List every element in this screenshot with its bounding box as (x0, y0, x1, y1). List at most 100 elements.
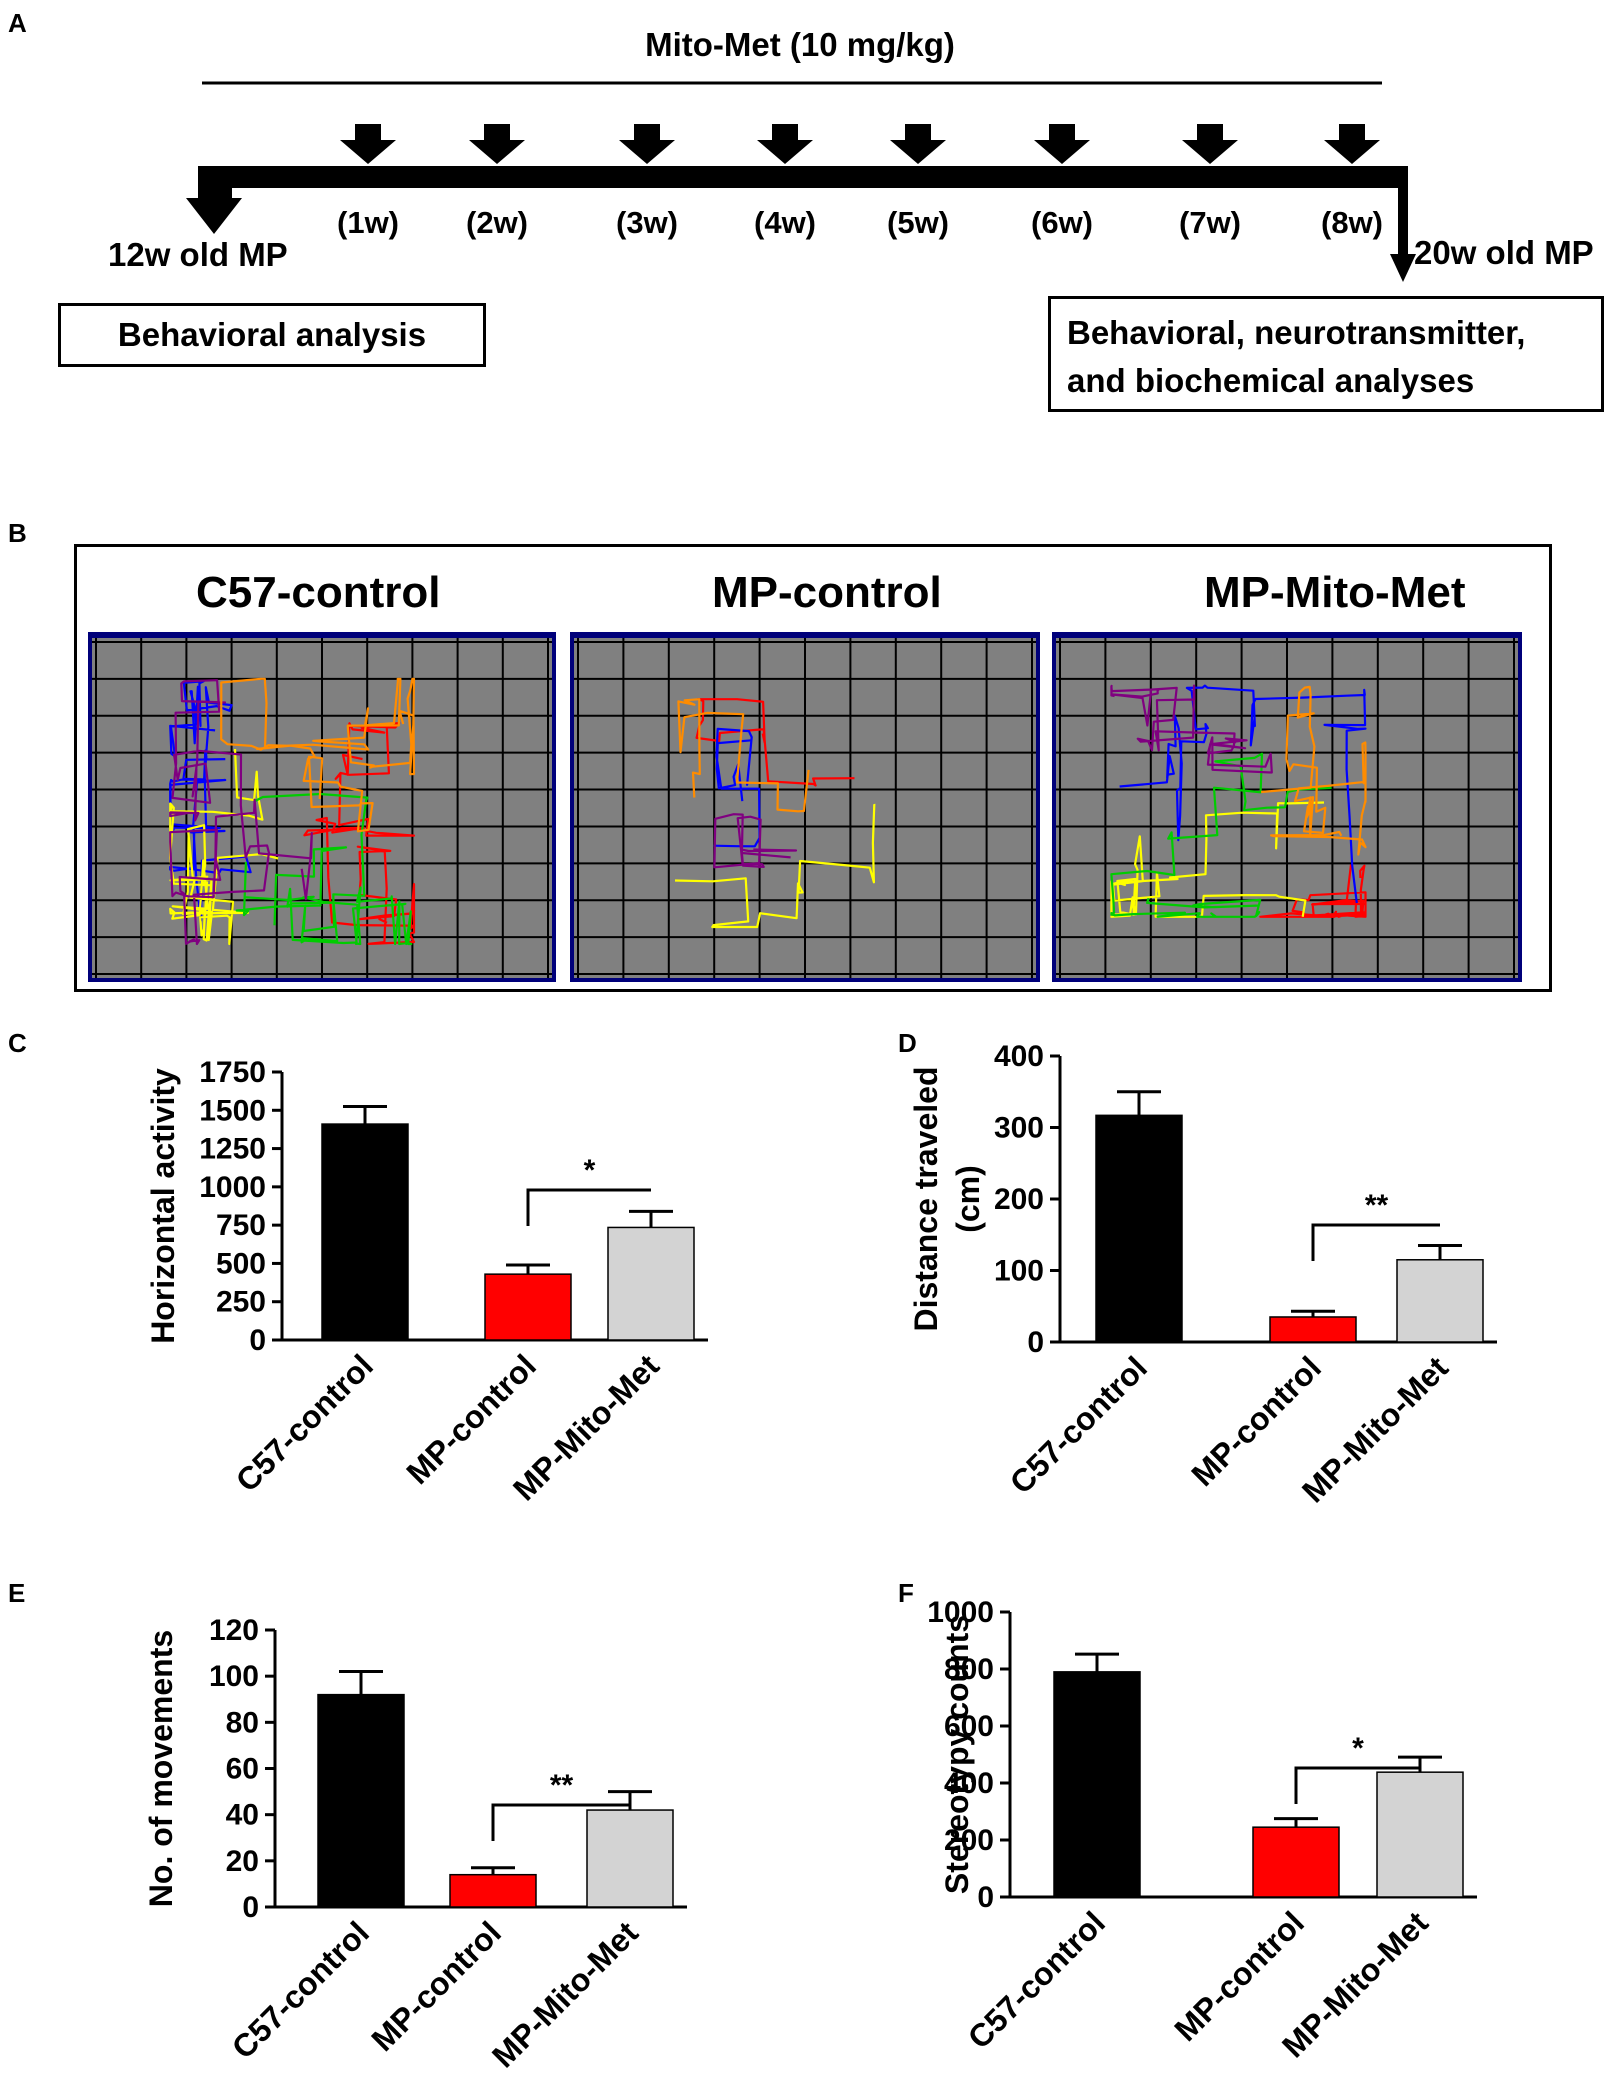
y-tick-label: 1000 (927, 1596, 994, 1629)
week-arrow-7 (1182, 124, 1238, 164)
x-tick-label: MP-Mito-Met (485, 1914, 645, 2074)
bar-c57-control (321, 1123, 409, 1341)
y-tick-label: 1750 (199, 1056, 266, 1089)
y-axis-label: Distance traveled (cm) (908, 1066, 986, 1331)
bar-mp-mito-met (1376, 1771, 1464, 1898)
track-path (1110, 752, 1332, 918)
tracking-panel (74, 544, 1552, 992)
bar-mp-mito-met (586, 1809, 674, 1908)
end-arrow (1390, 188, 1416, 282)
y-tick-label: 80 (226, 1706, 259, 1739)
y-axis-label: Stereotypy counts (939, 1615, 975, 1894)
start-analysis-text: Behavioral analysis (117, 316, 427, 353)
week-arrow-4 (757, 124, 813, 164)
week-arrow-6 (1034, 124, 1090, 164)
treatment-label: Mito-Met (10 mg/kg) (645, 26, 955, 63)
week-label-4: (4w) (754, 205, 816, 240)
end-analysis-box: Behavioral, neurotransmitter, and bioche… (1048, 296, 1604, 412)
y-tick-label: 200 (944, 1824, 994, 1857)
y-tick-label: 100 (994, 1255, 1044, 1288)
panel-label-a: A (8, 8, 27, 38)
panel-label-c: C (8, 1028, 27, 1058)
y-tick-label: 1000 (199, 1171, 266, 1204)
week-label-5: (5w) (887, 205, 949, 240)
y-tick-label: 0 (977, 1881, 994, 1914)
significance-label: * (1352, 1732, 1364, 1765)
y-tick-label: 750 (216, 1209, 266, 1242)
bar-mp-control (1269, 1316, 1357, 1343)
y-tick-label: 1500 (199, 1094, 266, 1127)
arena-3 (1052, 632, 1522, 982)
x-tick-label: C57-control (1003, 1349, 1154, 1500)
y-tick-label: 40 (226, 1799, 259, 1832)
y-tick-label: 0 (249, 1324, 266, 1357)
arena-title-mp-control: MP-control (712, 568, 942, 617)
significance-label: * (584, 1154, 596, 1187)
track-path (674, 803, 876, 929)
week-label-8: (8w) (1321, 205, 1383, 240)
track-path (677, 698, 810, 813)
significance-bracket (491, 1803, 630, 1841)
y-tick-label: 250 (216, 1286, 266, 1319)
start-arrow (186, 188, 242, 234)
x-tick-label: C57-control (961, 1904, 1112, 2055)
week-label-1: (1w) (337, 205, 399, 240)
start-age-label: 12w old MP (108, 236, 288, 273)
y-tick-label: 120 (209, 1614, 259, 1647)
y-axis-label: No. of movements (143, 1630, 179, 1907)
significance-label: ** (550, 1769, 574, 1802)
chart-c: 0 250 500 750 1000 1250 1500 1750 Horizontal act… (145, 1056, 708, 1507)
significance-label: ** (1365, 1189, 1389, 1222)
y-tick-label: 600 (944, 1710, 994, 1743)
end-analysis-line2: and biochemical analyses (1067, 362, 1475, 399)
track-path (1259, 864, 1367, 918)
x-tick-label: C57-control (229, 1347, 380, 1498)
bar-c57-control (1053, 1671, 1141, 1898)
significance-bracket (1294, 1766, 1420, 1804)
track-path (220, 677, 416, 833)
week-arrow-8 (1324, 124, 1380, 164)
bar-c57-control (1095, 1114, 1183, 1343)
timeline-treatment-title: Mito-Met (10 mg/kg) (0, 26, 1620, 64)
y-tick-label: 300 (994, 1112, 1044, 1145)
bar-mp-mito-met (1396, 1259, 1484, 1343)
tracking-arenas (88, 632, 1522, 982)
y-axis-label: Horizontal activity (145, 1068, 181, 1344)
significance-bracket (526, 1188, 651, 1226)
week-arrow-1 (340, 124, 396, 164)
panel-label-b: B (8, 518, 27, 548)
arena-2 (570, 632, 1040, 982)
bar-mp-mito-met (607, 1226, 695, 1341)
y-tick-label: 1250 (199, 1133, 266, 1166)
x-tick-label: MP-control (364, 1914, 508, 2058)
y-tick-label: 500 (216, 1247, 266, 1280)
week-arrow-2 (469, 124, 525, 164)
end-age-label: 20w old MP (1414, 234, 1594, 271)
week-label-3: (3w) (616, 205, 678, 240)
week-label-7: (7w) (1179, 205, 1241, 240)
significance-bracket (1311, 1223, 1440, 1261)
week-label-6: (6w) (1031, 205, 1093, 240)
track-path (169, 679, 313, 946)
track-path (1261, 685, 1367, 856)
y-tick-label: 200 (994, 1183, 1044, 1216)
bar-mp-control (484, 1273, 572, 1341)
track-path (235, 792, 413, 946)
track-path (713, 813, 798, 869)
x-tick-label: C57-control (225, 1914, 376, 2065)
bar-mp-control (449, 1873, 537, 1908)
y-tick-label: 0 (1027, 1326, 1044, 1359)
y-tick-label: 20 (226, 1845, 259, 1878)
y-tick-label: 60 (226, 1753, 259, 1786)
panel-label-e: E (8, 1578, 26, 1608)
track-path (1110, 684, 1273, 774)
week-arrow-5 (890, 124, 946, 164)
end-analysis-line1: Behavioral, neurotransmitter, (1067, 314, 1526, 351)
week-label-2: (2w) (466, 205, 528, 240)
arena-title-c57: C57-control (196, 568, 441, 617)
timeline-bar (198, 166, 1408, 188)
panel-label-d: D (898, 1028, 917, 1058)
